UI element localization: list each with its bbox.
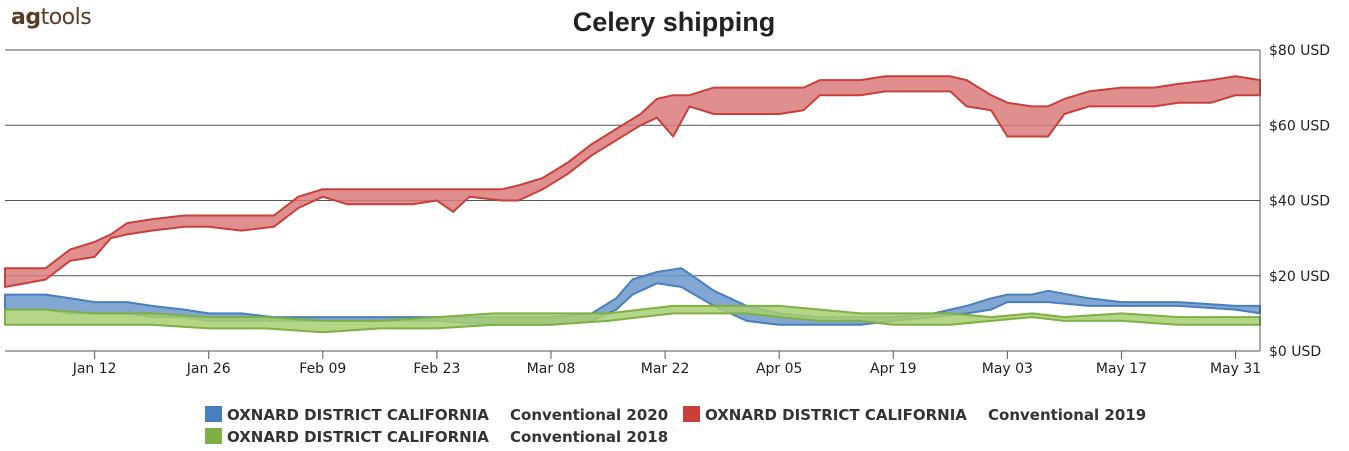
y-tick-label: $20 USD	[1269, 269, 1330, 285]
x-tick-label: Mar 08	[527, 361, 576, 377]
y-tick-label: $0 USD	[1269, 344, 1321, 360]
legend-swatch[interactable]	[683, 406, 700, 422]
x-tick-label: Feb 09	[299, 361, 346, 377]
x-tick-label: Mar 22	[641, 361, 690, 377]
legend-label-suffix[interactable]: Conventional 2018	[510, 428, 668, 446]
legend-label[interactable]: OXNARD DISTRICT CALIFORNIA	[705, 406, 967, 424]
legend-label[interactable]: OXNARD DISTRICT CALIFORNIA	[227, 428, 489, 446]
legend-label-suffix[interactable]: Conventional 2019	[988, 406, 1146, 424]
x-tick-label: Apr 05	[756, 361, 802, 377]
x-tick-label: May 17	[1096, 361, 1147, 377]
series-areas	[4, 75, 1261, 334]
legend: OXNARD DISTRICT CALIFORNIA Conventional 2…	[205, 406, 1146, 446]
y-tick-label: $80 USD	[1269, 43, 1330, 59]
legend-label[interactable]: OXNARD DISTRICT CALIFORNIA	[227, 406, 489, 424]
series-2019-band	[4, 75, 1261, 288]
x-tick-label: Jan 26	[186, 361, 231, 377]
agtools-logo: agtools	[11, 5, 92, 30]
x-tick-label: Jan 12	[72, 361, 117, 377]
y-tick-label: $40 USD	[1269, 194, 1330, 210]
axes: $0 USD $20 USD $40 USD $60 USD $80 USD Jan 12…	[72, 43, 1330, 377]
legend-label-suffix[interactable]: Conventional 2020	[510, 406, 668, 424]
x-tick-label: May 03	[982, 361, 1033, 377]
logo-ag: ag	[11, 5, 41, 30]
grid-lines	[5, 49, 1260, 352]
legend-swatch[interactable]	[205, 428, 222, 444]
x-tick-label: Apr 19	[870, 361, 916, 377]
series-2018-band	[4, 304, 1261, 334]
x-tick-label: Feb 23	[413, 361, 460, 377]
x-tick-label: May 31	[1210, 361, 1261, 377]
logo-tools: tools	[40, 5, 92, 30]
legend-swatch[interactable]	[205, 406, 222, 422]
y-tick-label: $60 USD	[1269, 118, 1330, 134]
chart-title: Celery shipping	[573, 7, 776, 37]
